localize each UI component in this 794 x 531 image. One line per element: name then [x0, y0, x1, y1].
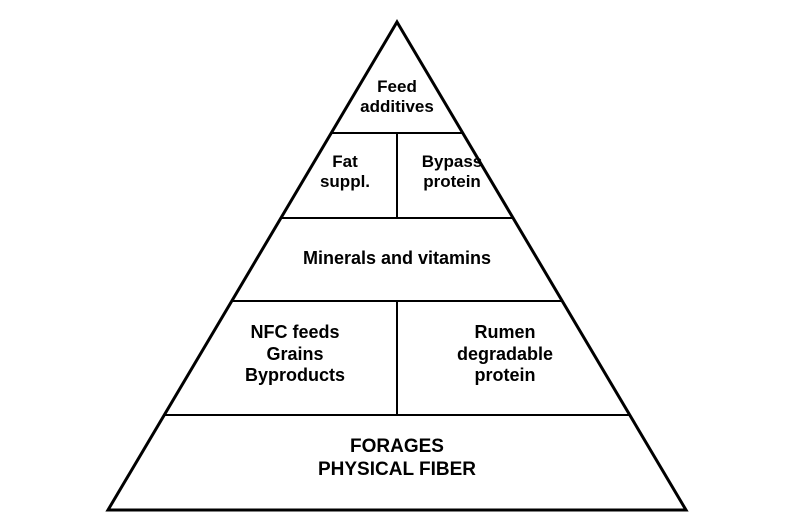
- label-fat-suppl: Fat suppl.: [300, 152, 390, 193]
- label-nfc-feeds: NFC feeds Grains Byproducts: [210, 322, 380, 387]
- label-minerals-vitamins: Minerals and vitamins: [247, 248, 547, 270]
- pyramid-diagram: Feed additives Fat suppl. Bypass protein…: [0, 0, 794, 531]
- label-forages: FORAGES PHYSICAL FIBER: [247, 436, 547, 482]
- label-feed-additives: Feed additives: [337, 77, 457, 118]
- label-rumen-deg: Rumen degradable protein: [420, 322, 590, 387]
- label-bypass-protein: Bypass protein: [402, 152, 502, 193]
